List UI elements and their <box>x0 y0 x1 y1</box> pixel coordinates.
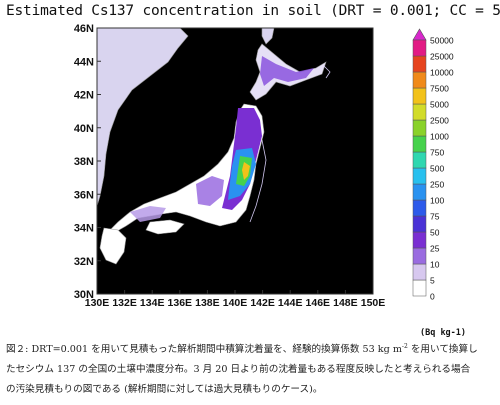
hokkaido-contamination <box>260 56 314 86</box>
lon-tick-label: 134E <box>140 297 165 309</box>
colorbar-unit: (Bq kg-1) <box>420 328 466 338</box>
colorbar-segment <box>412 279 427 297</box>
colorbar-segment <box>412 55 427 73</box>
caption-line-1-end: を用いて換算し <box>407 344 478 355</box>
colorbar-level-label: 5 <box>430 276 435 286</box>
colorbar-level-label: 25 <box>430 244 440 254</box>
caption-line-1: 図２: DRT=0.001 を用いて見積もった解析期間中積算沈着量を、経験的換算… <box>6 344 402 355</box>
mainland-coast <box>96 27 189 207</box>
colorbar-segment <box>412 135 427 153</box>
colorbar-segment <box>412 215 427 233</box>
colorbar-level-label: 2500 <box>430 116 449 126</box>
western-honshu-purple <box>130 206 166 222</box>
colorbar-segment <box>412 247 427 265</box>
colorbar-segment <box>412 119 427 137</box>
lat-tick-label: 42N <box>74 90 94 102</box>
chart-title: Estimated Cs137 concentration in soil (D… <box>6 3 500 19</box>
lon-tick-label: 130E <box>85 297 110 309</box>
map-plot-area <box>96 27 374 295</box>
colorbar-level-label: 250 <box>430 180 444 190</box>
caption-line-3: の汚染見積もりの図である (解析期間に対しては過大見積もりのケース)。 <box>6 384 323 395</box>
colorbar-level-label: 25000 <box>430 52 454 62</box>
colorbar: 0 5 10 25 50 75 100 250 500 750 1000 2500 5000 7500 10… <box>412 28 466 338</box>
lon-tick-label: 144E <box>278 297 303 309</box>
colorbar-level-label: 7500 <box>430 84 449 94</box>
figure-caption: 図２: DRT=0.001 を用いて見積もった解析期間中積算沈着量を、経験的換算… <box>6 340 496 400</box>
lat-tick-label: 44N <box>74 56 94 68</box>
lat-tick-label: 34N <box>74 223 94 235</box>
central-honshu-purple <box>196 176 224 206</box>
colorbar-segment <box>412 87 427 105</box>
lat-tick-label: 38N <box>74 156 94 168</box>
lat-tick-label: 32N <box>74 256 94 268</box>
lon-tick-label: 142E <box>250 297 275 309</box>
lon-tick-label: 150E <box>361 297 386 309</box>
kyushu-island <box>99 227 127 265</box>
colorbar-segment <box>412 199 427 217</box>
colorbar-segment <box>412 167 427 185</box>
shikoku-island <box>145 219 185 235</box>
colorbar-segment <box>412 103 427 121</box>
japan-landmass <box>96 27 327 265</box>
colorbar-level-label: 1000 <box>430 132 449 142</box>
lat-tick-label: 40N <box>74 123 94 135</box>
colorbar-level-label: 5000 <box>430 100 449 110</box>
colorbar-level-label: 100 <box>430 196 444 206</box>
colorbar-segment <box>412 39 427 57</box>
contour-hokkaido-east <box>323 65 331 79</box>
lat-tick-label: 30N <box>74 289 94 301</box>
colorbar-segment <box>412 263 427 281</box>
colorbar-level-label: 10 <box>430 260 440 270</box>
lat-tick-label: 46N <box>74 23 94 35</box>
colorbar-level-label: 500 <box>430 164 444 174</box>
colorbar-level-label: 75 <box>430 212 440 222</box>
lon-tick-label: 136E <box>168 297 193 309</box>
lat-tick-label: 36N <box>74 189 94 201</box>
colorbar-level-label: 50000 <box>430 36 454 46</box>
contour-east-honshu <box>249 139 267 223</box>
lon-tick-label: 138E <box>195 297 220 309</box>
fukushima-yellow-zone <box>242 162 250 180</box>
colorbar-segment <box>412 231 427 249</box>
lon-tick-label: 148E <box>333 297 358 309</box>
colorbar-segment <box>412 71 427 89</box>
latitude-axis: 30N 32N 34N 36N 38N 40N 42N 44N 46N <box>74 23 101 301</box>
concentration-map: 30N 32N 34N 36N 38N 40N 42N 44N 46N 130E 132E 134E… <box>74 23 466 338</box>
colorbar-segment <box>412 183 427 201</box>
lon-tick-label: 132E <box>112 297 137 309</box>
colorbar-segment <box>412 151 427 169</box>
colorbar-level-label: 50 <box>430 228 440 238</box>
caption-superscript: -2 <box>401 342 408 350</box>
colorbar-level-label: 750 <box>430 148 444 158</box>
colorbar-level-label: 10000 <box>430 68 454 78</box>
lon-tick-label: 140E <box>223 297 248 309</box>
colorbar-level-label: 0 <box>430 292 435 302</box>
lon-tick-label: 146E <box>306 297 331 309</box>
longitude-axis: 130E 132E 134E 136E 138E 140E 142E 144E 146E 148E… <box>85 290 386 309</box>
ocean-contours <box>249 65 331 223</box>
caption-line-2: たセシウム 137 の全国の土壌中濃度分布。3 月 20 日より前の沈着量もある… <box>6 364 471 375</box>
colorbar-overflow-triangle <box>412 28 427 41</box>
